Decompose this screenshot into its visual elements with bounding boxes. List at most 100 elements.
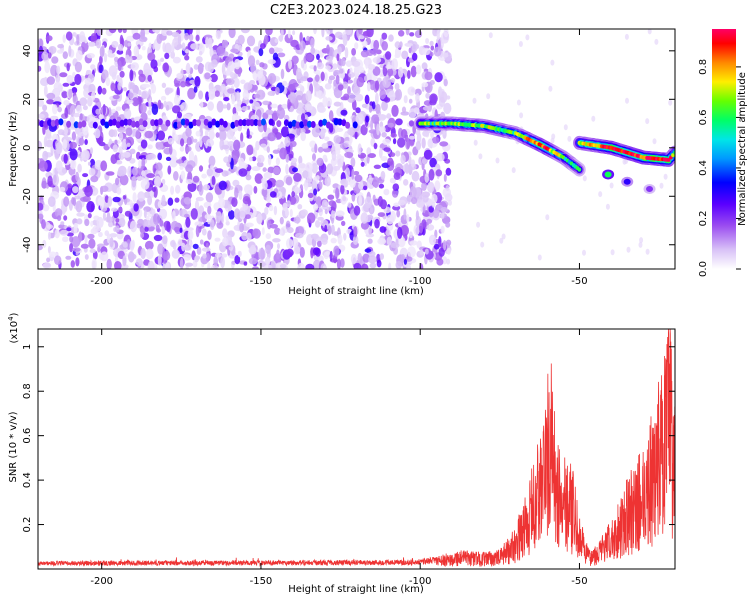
noise-speck [111, 71, 117, 81]
noise-speck [170, 240, 176, 248]
noise-speck [375, 49, 382, 55]
noise-speck [82, 125, 89, 136]
noise-speck [108, 29, 117, 34]
noise-speck [106, 258, 112, 269]
noise-speck [157, 99, 162, 110]
snr-y-scale-note: (x104) [7, 312, 20, 343]
faint-speck [501, 233, 506, 240]
noise-speck [81, 40, 89, 52]
band-segment [219, 118, 224, 126]
faint-speck [424, 248, 429, 255]
noise-speck [43, 85, 48, 97]
noise-speck [269, 224, 278, 229]
noise-speck [100, 160, 108, 172]
noise-speck [340, 195, 347, 205]
noise-speck [107, 49, 113, 55]
noise-speck [147, 260, 155, 269]
noise-speck [198, 165, 204, 172]
colorbar-tick-label: 0.6 [698, 109, 709, 125]
noise-speck [232, 179, 240, 187]
noise-speck [333, 101, 342, 107]
noise-speck [102, 211, 106, 221]
noise-speck [378, 114, 386, 121]
noise-speck [245, 174, 252, 181]
noise-speck [321, 238, 328, 245]
noise-speck [403, 208, 407, 220]
noise-speck [281, 103, 288, 109]
noise-speck [360, 212, 369, 224]
noise-speck [320, 71, 325, 82]
second-trace-mark [671, 153, 675, 158]
noise-speck [397, 137, 406, 148]
noise-speck [426, 224, 435, 231]
noise-speck [427, 181, 435, 193]
noise-speck [59, 72, 68, 78]
noise-speck [439, 141, 449, 147]
noise-speck [156, 59, 162, 67]
noise-speck [253, 147, 257, 158]
x-tick-label: -200 [90, 276, 113, 287]
noise-speck [398, 67, 404, 78]
noise-speck [57, 129, 65, 136]
noise-speck [81, 149, 90, 161]
noise-speck [208, 88, 216, 100]
x-tick-label: -50 [571, 576, 587, 587]
noise-speck [382, 76, 391, 88]
noise-speck [296, 226, 305, 236]
noise-speck [279, 216, 284, 225]
noise-speck [313, 193, 317, 202]
noise-speck [408, 135, 416, 140]
noise-speck [383, 97, 391, 103]
noise-speck [368, 227, 372, 235]
noise-speck [285, 163, 289, 175]
noise-speck [257, 154, 265, 164]
noise-speck [397, 226, 403, 239]
noise-speck [313, 188, 318, 196]
y-tick-label: 40 [22, 44, 33, 57]
noise-speck [55, 142, 63, 155]
noise-speck [205, 91, 210, 102]
noise-speck [368, 129, 378, 134]
noise-speck [295, 67, 302, 80]
band-segment [295, 121, 301, 129]
noise-speck [251, 156, 257, 162]
noise-speck [119, 70, 125, 78]
noise-speck [117, 29, 123, 33]
noise-speck [350, 157, 356, 168]
noise-speck [264, 207, 269, 215]
noise-speck [159, 220, 164, 227]
noise-speck [102, 104, 106, 116]
faint-speck [548, 85, 553, 92]
noise-speck [394, 83, 400, 91]
noise-speck [261, 177, 267, 184]
noise-speck [394, 41, 401, 49]
noise-speck [330, 157, 338, 167]
noise-speck [227, 88, 235, 94]
noise-speck [415, 210, 419, 221]
noise-speck [221, 39, 229, 49]
noise-speck [381, 131, 387, 138]
noise-speck [314, 83, 321, 92]
y-tick-label: -20 [22, 188, 33, 204]
noise-speck [160, 57, 165, 62]
noise-speck [436, 258, 444, 266]
noise-speck [347, 86, 351, 96]
noise-speck [436, 29, 440, 41]
noise-speck [230, 167, 235, 174]
noise-speck [135, 258, 143, 267]
noise-speck [115, 160, 123, 165]
band-segment [73, 121, 79, 129]
noise-speck [228, 246, 233, 251]
noise-speck [321, 143, 329, 149]
noise-speck [103, 53, 108, 63]
noise-speck [326, 163, 334, 175]
noise-speck [207, 205, 212, 215]
noise-speck [358, 29, 363, 35]
band-segment [287, 121, 293, 129]
band-segment [138, 118, 144, 126]
noise-speck [375, 103, 381, 115]
noise-speck [118, 206, 123, 213]
noise-speck [125, 127, 133, 136]
noise-speck [313, 29, 317, 35]
noise-speck [266, 195, 272, 203]
